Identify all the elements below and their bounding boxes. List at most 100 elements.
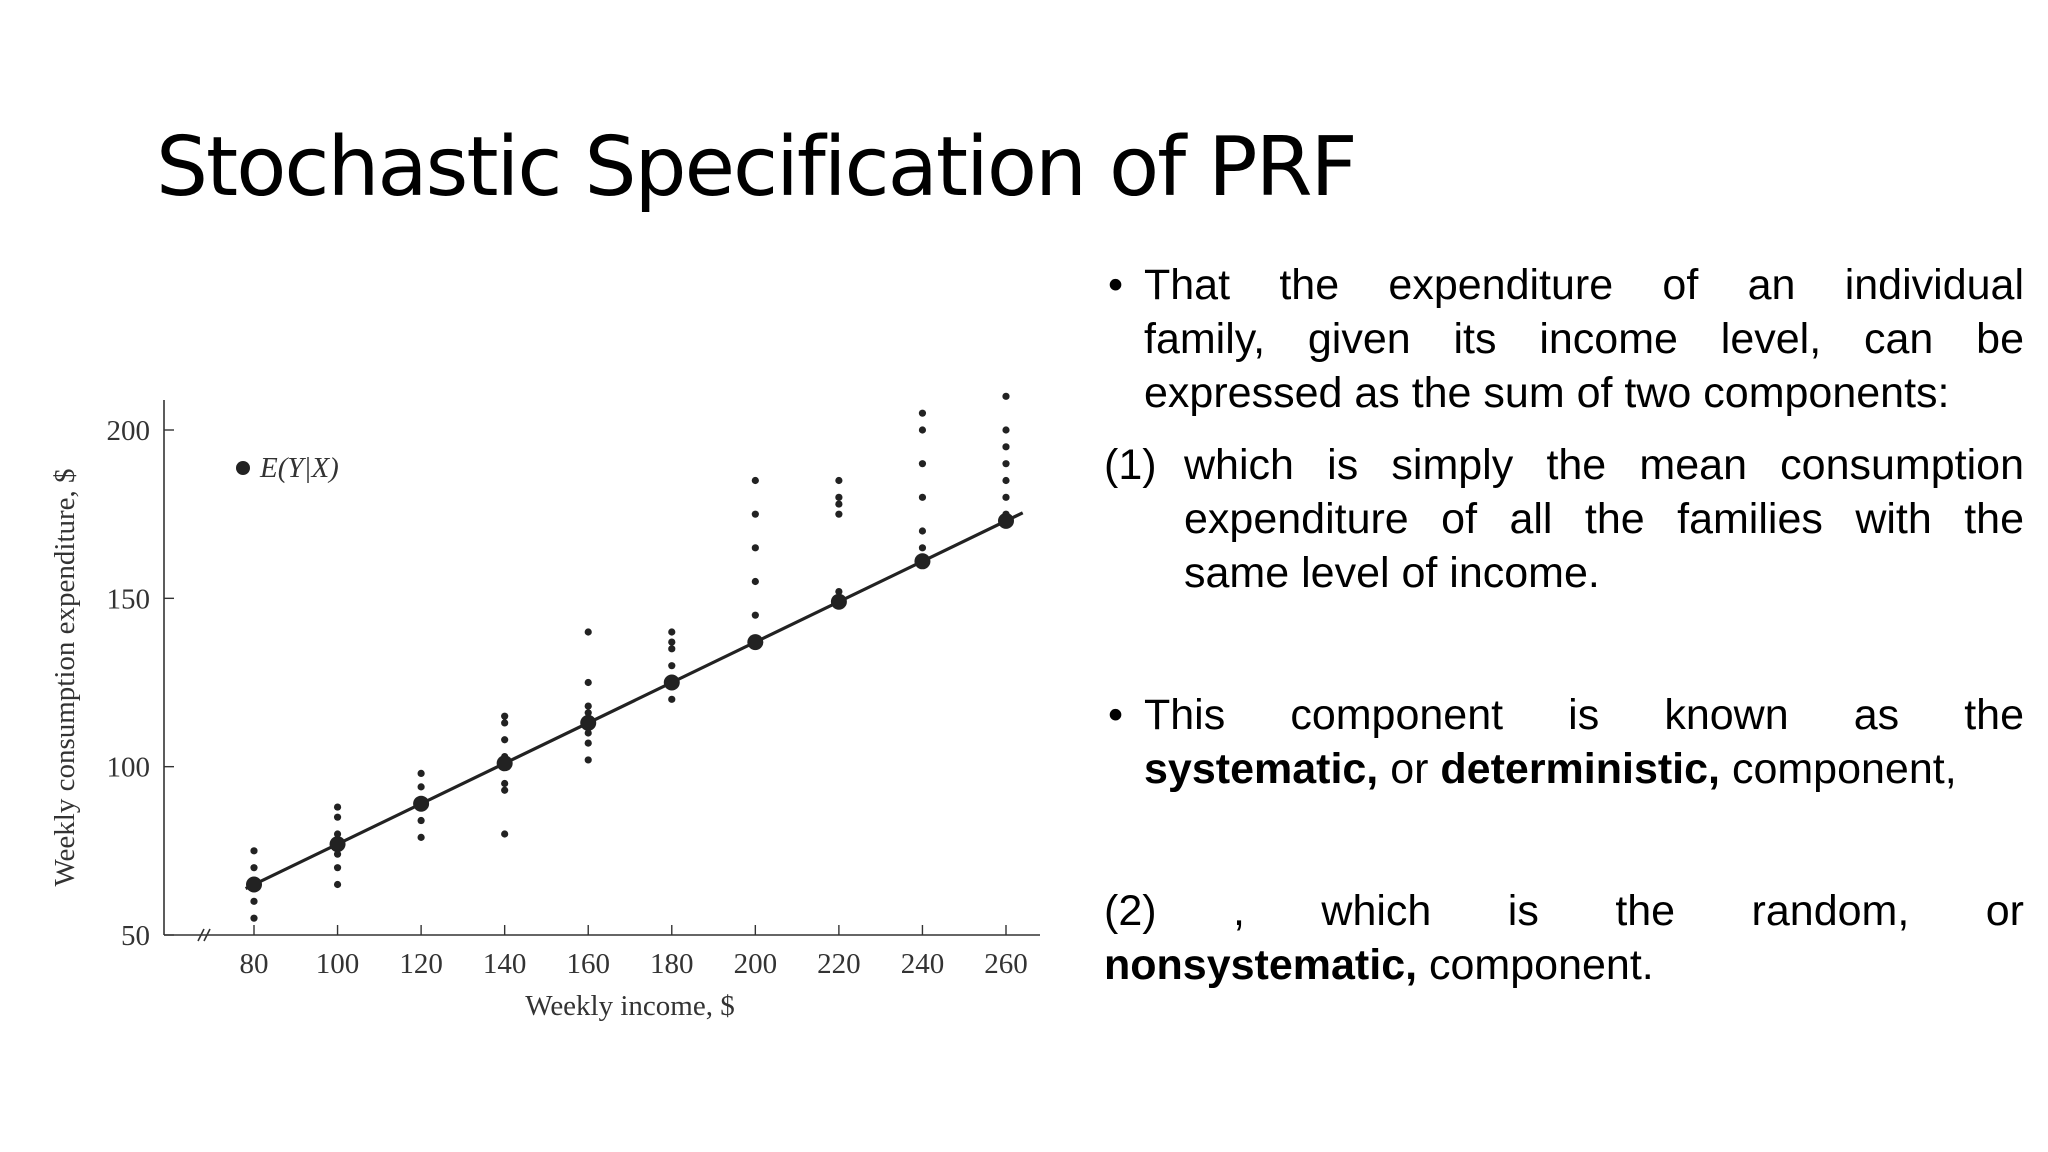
observation-point [417, 783, 425, 791]
observation-point [584, 702, 592, 710]
observation-point [417, 833, 425, 841]
observation-point [501, 830, 509, 838]
observation-point [835, 493, 843, 501]
observation-point [250, 847, 258, 855]
conditional-mean-point [580, 714, 597, 731]
observation-point [333, 803, 342, 811]
observation-point [417, 816, 425, 825]
observation-point [668, 628, 676, 636]
observation-point [918, 544, 927, 552]
observation-point [835, 588, 843, 596]
slide-title: Stochastic Specification of PRF [156, 120, 1358, 215]
observation-point [250, 864, 258, 872]
systematic-term: systematic, [1144, 745, 1379, 793]
item-1-line-2: expenditure of all the families with the [1184, 495, 2024, 543]
observation-point [1002, 392, 1010, 400]
observation-point [417, 769, 425, 777]
bullet-2-line-1: This component is known as the [1144, 691, 2024, 739]
observation-point [918, 460, 927, 468]
conditional-mean-point [830, 593, 847, 610]
observation-point [751, 510, 759, 518]
bullet-dot-icon: • [1108, 691, 1124, 739]
chart-legend: E(Y|X) [236, 452, 339, 484]
item-2: (2) , which is the random, or nonsystema… [1104, 884, 2024, 992]
nonsystematic-term: nonsystematic, [1104, 941, 1418, 989]
x-tick-label: 260 [984, 948, 1028, 980]
x-tick-label: 140 [483, 948, 526, 980]
observation-point [1002, 476, 1010, 485]
observation-point [1002, 460, 1010, 468]
conditional-mean-point [914, 553, 931, 570]
observation-point [835, 476, 843, 485]
chart-ticks: 80 100 120 140 160 180 200 220 240 260 50 100 150 200 [107, 415, 1028, 980]
x-tick-label: 240 [901, 948, 945, 980]
bullet-text: • That the expenditure of an individual … [1104, 258, 2024, 992]
observation-point [333, 864, 342, 872]
observation-point [501, 712, 509, 720]
item-2-line-2: nonsystematic, component. [1104, 938, 2024, 992]
item-1-line-3: same level of income. [1184, 549, 1600, 597]
bullet-1: • That the expenditure of an individual … [1104, 258, 2024, 420]
observation-point [918, 426, 927, 434]
observation-point [668, 638, 676, 646]
observation-point [751, 577, 759, 586]
observation-point [668, 645, 676, 653]
observation-point [584, 709, 592, 717]
x-tick-label: 160 [566, 948, 610, 980]
bullet-1-line-3: expressed as the sum of two components: [1144, 369, 1950, 417]
conditional-mean-point [329, 836, 346, 853]
bullet-2-end: component, [1720, 745, 1957, 793]
observation-point [918, 493, 927, 501]
x-tick-label: 80 [240, 948, 269, 980]
y-tick-label: 200 [107, 415, 151, 447]
observation-point [1002, 493, 1010, 501]
legend-label: E(Y|X) [259, 452, 339, 484]
x-tick-label: 120 [399, 948, 443, 980]
observation-point [333, 850, 342, 858]
observation-point [751, 544, 759, 552]
observation-point [584, 756, 592, 764]
y-tick-label: 150 [107, 583, 151, 615]
conditional-mean-point [496, 755, 513, 772]
observation-point [333, 813, 342, 821]
item-1-number: (1) [1104, 441, 1157, 489]
conditional-mean-point [747, 634, 764, 651]
observation-point [1002, 426, 1010, 434]
y-tick-label: 100 [107, 752, 151, 784]
observation-point [918, 527, 927, 535]
item-2-end: component. [1417, 941, 1654, 989]
y-axis-label: Weekly consumption expenditure, $ [49, 468, 81, 886]
observation-point [751, 611, 759, 619]
item-2-line-1: (2) , which is the random, or [1104, 887, 2024, 935]
legend-marker [236, 461, 250, 475]
x-tick-label: 100 [316, 948, 360, 980]
conditional-mean-point [663, 674, 680, 691]
item-1-line-1: which is simply the mean consumption [1184, 441, 2024, 489]
chart-points [244, 392, 1024, 922]
observation-point [250, 914, 258, 922]
bullet-dot-icon: • [1108, 261, 1124, 309]
observation-point [501, 786, 509, 794]
observation-point [501, 779, 509, 788]
item-1: (1) which is simply the mean consumption… [1104, 438, 2024, 600]
observation-point [501, 719, 509, 727]
observation-point [584, 729, 592, 737]
axis-break-mark [197, 928, 211, 942]
observation-point [584, 739, 592, 747]
x-tick-label: 220 [817, 948, 861, 980]
bullet-2: • This component is known as the systema… [1104, 688, 2024, 796]
observation-point [333, 880, 342, 889]
x-tick-label: 180 [650, 948, 694, 980]
chart-axes [163, 400, 1040, 942]
conditional-mean-point [998, 512, 1014, 529]
bullet-2-mid: or [1378, 745, 1441, 793]
x-tick-label: 200 [734, 948, 778, 980]
observation-point [668, 695, 676, 703]
deterministic-term: deterministic, [1440, 745, 1720, 793]
observation-point [1002, 443, 1010, 451]
observation-point [333, 830, 342, 838]
observation-point [250, 897, 258, 905]
x-axis-label: Weekly income, $ [525, 990, 734, 1022]
bullet-2-line-2: systematic, or deterministic, component, [1144, 742, 2024, 796]
conditional-mean-point [246, 876, 262, 893]
